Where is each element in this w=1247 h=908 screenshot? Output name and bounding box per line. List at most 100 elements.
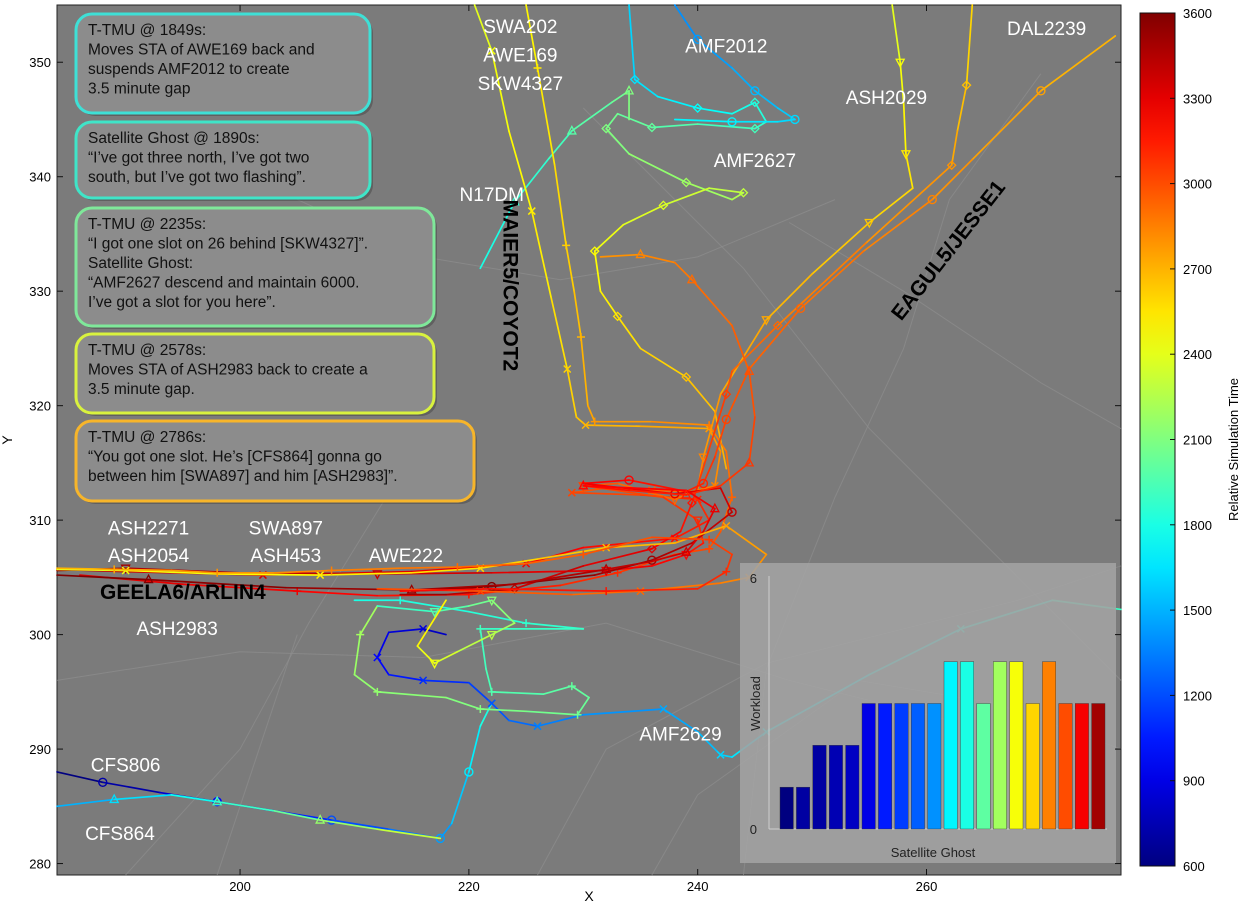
trajectory-segment: [353, 673, 379, 693]
trajectory-segment: [599, 290, 619, 318]
trajectory-segment: [422, 679, 470, 684]
map-line: [216, 634, 298, 876]
trajectory-segment: [811, 221, 871, 275]
trajectory-segment: [273, 810, 321, 821]
trajectory-marker: [562, 241, 571, 250]
trajectory-segment: [559, 571, 619, 587]
trajectory-segment: [651, 530, 682, 550]
trajectory-marker: [327, 566, 336, 575]
inset-xlabel: Satellite Ghost: [891, 845, 976, 860]
inset-bar: [1091, 703, 1106, 830]
workload-inset-chart: 0 6 Workload Satellite Ghost: [740, 563, 1116, 863]
trajectory-marker: [744, 365, 755, 375]
trajectory-marker: [487, 46, 496, 55]
trajectory-marker: [419, 624, 428, 633]
annotation-box: Satellite Ghost @ 1890s: “I’ve got three …: [74, 120, 373, 201]
colorbar-tick-label: 3000: [1183, 177, 1212, 192]
trajectory-segment: [479, 201, 516, 270]
trajectory-marker: [705, 535, 714, 544]
trajectory-segment: [593, 250, 602, 293]
trajectory-segment: [713, 450, 722, 487]
trajectory-segment: [639, 425, 710, 430]
annotation-frame: [74, 206, 436, 328]
trajectory-marker: [429, 659, 440, 670]
colorbar-tick-label: 2100: [1183, 433, 1212, 448]
trajectory-marker: [624, 475, 634, 485]
trajectory-marker: [576, 332, 585, 341]
trajectory-marker: [589, 246, 600, 257]
trajectory-marker: [522, 619, 531, 628]
trajectory-segment: [651, 536, 710, 541]
trajectory-marker: [578, 479, 589, 490]
trajectory-segment: [708, 530, 722, 550]
x-tick-label: 200: [229, 879, 251, 894]
trajectory-segment: [410, 567, 482, 574]
annotation-line: T-TMU @ 2235s:: [88, 216, 206, 233]
trajectory-marker: [692, 516, 703, 527]
annotation-line: south, but I’ve got two flashing”.: [88, 169, 306, 186]
trajectory-segment: [622, 204, 665, 226]
map-line: [125, 474, 401, 876]
trajectory-segment: [513, 157, 550, 203]
trajectory-segment: [685, 181, 733, 201]
trajectory-segment: [147, 578, 287, 589]
inset-bar: [976, 703, 991, 830]
trajectory-segment: [473, 4, 493, 52]
trajectory-marker: [476, 624, 485, 633]
trajectory-segment: [639, 253, 676, 264]
trajectory-segment: [605, 560, 653, 571]
trajectory-marker: [669, 495, 680, 506]
trajectory-marker: [464, 767, 474, 777]
trajectory-marker: [563, 364, 572, 374]
trajectory-segment: [376, 690, 447, 699]
trajectory: [56, 521, 768, 596]
colorbar-tick-label: 3300: [1183, 91, 1212, 106]
trajectory-segment: [490, 690, 545, 695]
trajectory-segment: [587, 404, 596, 423]
trajectory-segment: [536, 546, 608, 560]
trajectory-marker: [772, 320, 783, 331]
trajectory-marker: [109, 793, 120, 804]
trajectory-segment: [696, 393, 728, 487]
trajectory-segment: [931, 158, 974, 201]
trajectory-segment: [170, 569, 219, 574]
trajectory-marker: [721, 389, 732, 400]
trajectory-segment: [490, 49, 510, 132]
trajectory-marker: [761, 316, 772, 326]
annotation-frame: [74, 419, 476, 503]
colorbar-tick-label: 1200: [1183, 688, 1212, 703]
trajectory-segment: [170, 794, 219, 803]
trajectory-segment: [113, 794, 173, 801]
trajectory-marker: [698, 478, 709, 489]
trajectory-segment: [965, 4, 974, 86]
y-tick-label: 340: [29, 170, 51, 185]
trajectory-marker: [709, 502, 720, 513]
trajectory-marker: [581, 421, 590, 430]
trajectory-segment: [216, 573, 321, 576]
trajectory-marker: [749, 123, 760, 134]
inset-y-tick: 6: [750, 571, 757, 586]
inset-bar: [779, 786, 794, 830]
trajectory-segment: [696, 123, 756, 130]
annotation-line: T-TMU @ 2786s:: [88, 429, 206, 446]
trajectory-segment: [525, 4, 539, 69]
trajectory-segment: [950, 130, 959, 167]
trajectory-segment: [490, 599, 516, 625]
annotation-line: suspends AMF2012 to create: [88, 61, 290, 78]
trajectory-segment: [468, 681, 493, 705]
x-tick-label: 240: [687, 879, 709, 894]
trajectory-marker: [900, 150, 911, 160]
trajectory-marker: [453, 563, 462, 572]
trajectory-marker: [476, 705, 485, 714]
trajectory-marker: [946, 160, 957, 171]
trajectory-marker: [326, 815, 337, 825]
trajectory-segment: [971, 90, 1042, 161]
trajectory-segment: [536, 713, 585, 728]
annotation-line: T-TMU @ 2578s:: [88, 342, 206, 359]
flight-label: CFS806: [91, 755, 161, 776]
trajectory-segment: [702, 507, 716, 533]
trajectory-segment: [399, 599, 470, 613]
axes-layer: 200 220 240 260 280 290 300 310 320 330 340 350 X Y: [0, 5, 1121, 904]
annotation-line: Moves STA of AWE169 back and: [88, 42, 315, 59]
trajectory-segment: [553, 164, 567, 247]
